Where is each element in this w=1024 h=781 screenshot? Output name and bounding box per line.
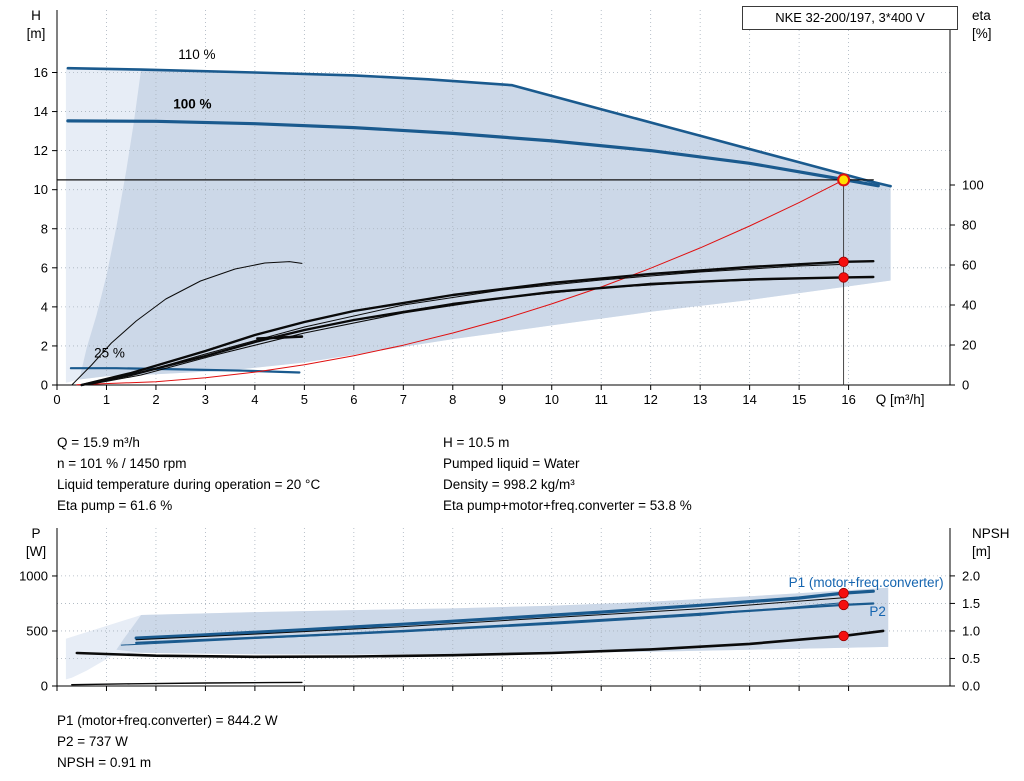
affinity-parabola xyxy=(76,179,845,386)
info-density: Density = 998.2 kg/m³ xyxy=(443,477,575,492)
tick-label: 12 xyxy=(643,392,657,407)
p1-point xyxy=(838,587,849,599)
p-band-line-2 xyxy=(120,602,845,646)
tick-label: 100 xyxy=(962,178,984,193)
info-p2: P2 = 737 W xyxy=(57,734,128,749)
pump-title-box: NKE 32-200/197, 3*400 V xyxy=(742,6,958,30)
tick-label: 7 xyxy=(400,392,407,407)
tick-label: 4 xyxy=(251,392,258,407)
tick-label: 60 xyxy=(962,258,976,273)
info-eta-total: Eta pump+motor+freq.converter = 53.8 % xyxy=(443,498,692,513)
operating-envelope xyxy=(79,69,891,380)
tick-label: 0.5 xyxy=(962,651,980,666)
label-p1: P1 (motor+freq.converter) xyxy=(789,575,944,590)
tick-label: 3 xyxy=(202,392,209,407)
tick-label: 4 xyxy=(41,299,48,314)
eta-25pct-segment xyxy=(256,335,304,340)
duty-info-left-column: Q = 15.9 m³/h n = 101 % / 1450 rpm Liqui… xyxy=(57,432,320,516)
tick-label: 6 xyxy=(41,260,48,275)
tick-label: 13 xyxy=(693,392,707,407)
tick-label: 9 xyxy=(499,392,506,407)
tick-label: 1000 xyxy=(19,568,48,583)
duty-point xyxy=(837,173,851,187)
tick-label: 16 xyxy=(34,65,48,80)
tick-label: 0 xyxy=(962,378,969,393)
label-p2: P2 xyxy=(869,604,886,619)
tick-label: 12 xyxy=(34,143,48,158)
label-100pct: 100 % xyxy=(173,97,211,112)
power-npsh-chart: 0 500 1000 0.0 0.5 1.0 1.5 2.0 P [W] NPSH [m] P1 (mo… xyxy=(19,526,1009,694)
tick-label: 14 xyxy=(34,104,48,119)
info-liquid-temperature: Liquid temperature during operation = 20… xyxy=(57,477,321,492)
tick-label: 500 xyxy=(26,623,48,638)
tick-label: 1.0 xyxy=(962,623,980,638)
tick-label: 0 xyxy=(53,392,60,407)
info-pumped-liquid: Pumped liquid = Water xyxy=(443,456,580,471)
tick-label: 5 xyxy=(301,392,308,407)
y-right-axis-title: NPSH xyxy=(972,526,1010,541)
p1-curve xyxy=(134,589,875,640)
tick-label: 0 xyxy=(41,378,48,393)
eta-total-curve xyxy=(80,275,875,387)
info-npsh: NPSH = 0.91 m xyxy=(57,755,152,770)
y-left-axis-title: [W] xyxy=(26,544,46,559)
tick-label: 15 xyxy=(792,392,806,407)
x-axis-title: Q [m³/h] xyxy=(876,392,925,407)
tick-label: 2.0 xyxy=(962,568,980,583)
info-head: H = 10.5 m xyxy=(443,435,510,450)
tick-label: 0 xyxy=(41,679,48,694)
npsh-point xyxy=(838,630,849,642)
p-band-line-1 xyxy=(135,597,845,641)
tick-label: 10 xyxy=(34,182,48,197)
tick-label: 1 xyxy=(103,392,110,407)
eta-total-point xyxy=(838,272,849,283)
y-right-axis-title: eta xyxy=(972,8,991,23)
eta-reduced-speed-curve xyxy=(71,261,303,386)
y-left-axis-title: [m] xyxy=(27,26,46,41)
tick-label: 8 xyxy=(41,221,48,236)
info-p1: P1 (motor+freq.converter) = 844.2 W xyxy=(57,713,278,728)
tick-label: 10 xyxy=(545,392,559,407)
tick-label: 20 xyxy=(962,338,976,353)
npsh-curve xyxy=(75,629,885,659)
label-110pct: 110 % xyxy=(178,47,215,62)
eta-total-curve-2 xyxy=(86,277,845,386)
y-right-axis-title: [m] xyxy=(972,544,991,559)
tick-label: 80 xyxy=(962,218,976,233)
tick-label: 2 xyxy=(41,338,48,353)
info-flow: Q = 15.9 m³/h xyxy=(57,435,140,450)
p-reduced-speed-line xyxy=(71,681,303,686)
info-speed: n = 101 % / 1450 rpm xyxy=(57,456,187,471)
tick-label: 8 xyxy=(449,392,456,407)
tick-label: 40 xyxy=(962,298,976,313)
eta-pump-curve xyxy=(80,260,875,387)
y-right-axis-title: [%] xyxy=(972,26,992,41)
p2-curve xyxy=(135,602,875,645)
curve-100pct xyxy=(66,119,880,188)
tick-label: 14 xyxy=(742,392,756,407)
tick-label: 16 xyxy=(841,392,855,407)
eta-pump-point xyxy=(838,256,849,268)
info-eta-pump: Eta pump = 61.6 % xyxy=(57,498,173,513)
tick-label: 6 xyxy=(350,392,357,407)
y-left-axis-title: H xyxy=(31,8,41,23)
label-25pct: 25 % xyxy=(94,345,125,360)
tick-label: 0.0 xyxy=(962,679,980,694)
y-left-axis-title: P xyxy=(31,526,40,541)
p2-point xyxy=(838,599,849,611)
duty-info-right-column: H = 10.5 m Pumped liquid = Water Density… xyxy=(443,432,692,516)
power-info-column: P1 (motor+freq.converter) = 844.2 W P2 =… xyxy=(57,710,278,773)
tick-label: 1.5 xyxy=(962,596,980,611)
tick-label: 2 xyxy=(152,392,159,407)
curve-110pct xyxy=(66,66,892,188)
tick-label: 11 xyxy=(594,392,608,407)
